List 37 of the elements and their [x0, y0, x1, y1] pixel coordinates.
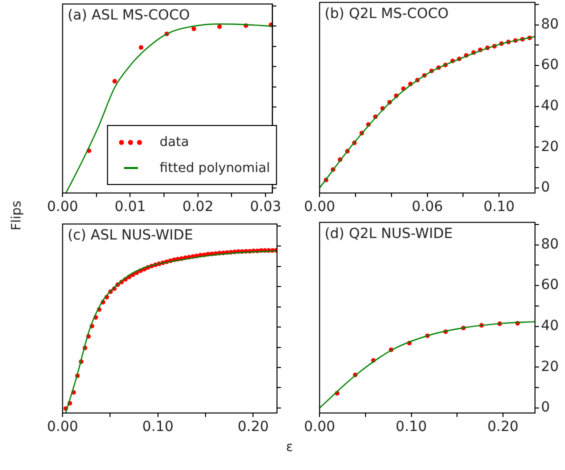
x-tick-label: 0.00 — [304, 199, 336, 216]
x-tick-label: 0.03 — [250, 199, 282, 216]
line-series — [320, 36, 535, 189]
y-tick-label: 60 — [541, 277, 559, 294]
chart-title: (d) Q2L NUS-WIDE — [324, 226, 453, 242]
y-tick-label: 40 — [541, 318, 559, 334]
legend-label: data — [160, 134, 189, 150]
y-tick-label: 0 — [541, 180, 550, 196]
y-axis-title: Flips — [9, 200, 24, 230]
point — [192, 26, 196, 32]
point — [112, 78, 117, 84]
y-tick-label: 0 — [541, 400, 550, 416]
point — [217, 24, 222, 29]
x-tick-label: 0.01 — [114, 199, 146, 216]
chart-title: (b) Q2L MS-COCO — [324, 6, 449, 22]
x-tick-label: 0.20 — [487, 419, 519, 436]
chart-title: (c) ASL NUS-WIDE — [68, 228, 194, 244]
x-tick-label: 0.10 — [142, 419, 174, 436]
legend-label: fitted polynomial — [160, 160, 270, 176]
x-tick-label: 0.10 — [396, 419, 427, 436]
x-tick-label: 0.20 — [238, 419, 269, 436]
point — [138, 45, 144, 50]
line-series — [320, 321, 535, 409]
y-tick-label: 80 — [541, 16, 559, 32]
y-tick-label: 40 — [541, 98, 559, 114]
x-tick-label: 0.00 — [47, 199, 78, 216]
x-tick-label: 0.00 — [47, 419, 78, 436]
x-tick-label: 0.10 — [484, 199, 515, 216]
y-tick-label: 60 — [541, 57, 559, 74]
y-tick-label: 20 — [541, 138, 559, 155]
y-tick-label: 20 — [541, 358, 559, 375]
chart-title: (a) ASL MS-COCO — [68, 8, 190, 24]
y-tick-label: 80 — [541, 236, 559, 252]
x-tick-label: 0.02 — [182, 199, 214, 216]
x-tick-label: 0.06 — [412, 199, 443, 216]
x-axis-title: ε — [286, 440, 294, 455]
x-tick-label: 0.00 — [304, 419, 336, 436]
